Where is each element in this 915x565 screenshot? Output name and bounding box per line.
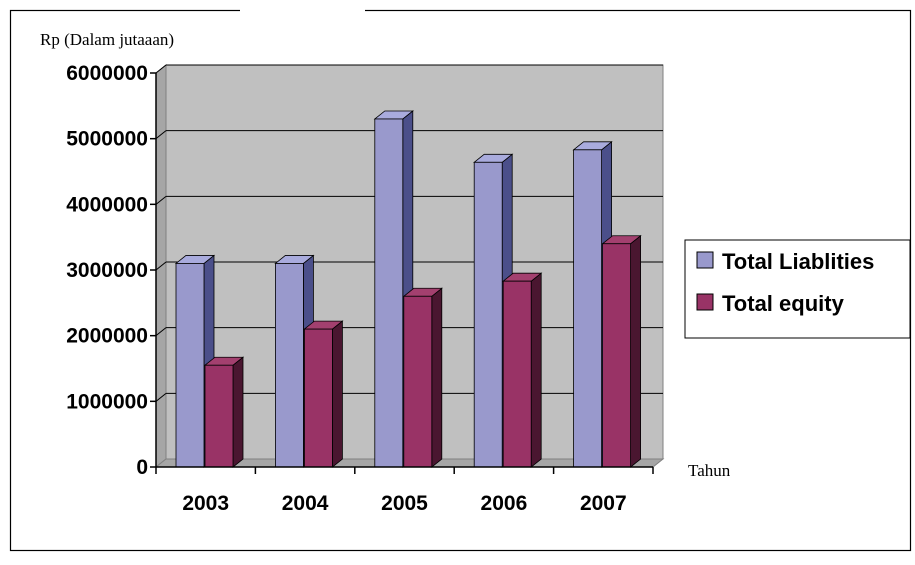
gridline-side xyxy=(155,130,167,140)
y-tick-label: 0 xyxy=(136,456,148,479)
x-axis-label: Tahun xyxy=(688,461,731,480)
bar-liabilities-2005 xyxy=(373,110,414,468)
x-tick-label: 2006 xyxy=(481,492,528,515)
bar-side-face xyxy=(630,234,641,468)
y-axis-ticks: 0 1000000 2000000 3000000 4000000 5000000 6000… xyxy=(66,62,156,479)
x-tick-label: 2003 xyxy=(182,492,229,515)
bar-equity-2007 xyxy=(601,234,642,468)
x-tick-label: 2004 xyxy=(282,492,329,515)
bar-front-face xyxy=(204,364,234,468)
gridline-side xyxy=(155,327,167,337)
bar-equity-2003 xyxy=(203,356,245,468)
x-tick-label: 2007 xyxy=(580,492,627,515)
legend-swatch xyxy=(696,293,714,311)
bar-front-face xyxy=(502,280,532,468)
bar-equity-2005 xyxy=(402,287,443,468)
legend-box xyxy=(684,239,911,339)
bar-side-face xyxy=(232,356,244,468)
bar-side-face xyxy=(331,320,343,468)
gridline-side xyxy=(155,195,167,205)
y-tick-label: 1000000 xyxy=(66,390,148,413)
bar-front-face xyxy=(274,263,304,468)
bar-front-face xyxy=(403,295,433,468)
bar-front-face xyxy=(175,263,205,468)
y-tick-label: 3000000 xyxy=(66,259,148,282)
legend-label: Total equity xyxy=(722,291,845,316)
legend-swatch xyxy=(696,251,714,269)
bar-equity-2004 xyxy=(303,320,344,468)
gridline-side xyxy=(155,261,167,271)
y-tick-label: 6000000 xyxy=(66,62,148,85)
bar-front-face xyxy=(473,161,503,468)
y-axis-label: Rp (Dalam jutaaan) xyxy=(40,30,174,49)
y-tick-label: 5000000 xyxy=(66,128,148,151)
x-axis-ticks: 2003 2004 2005 2006 2007 xyxy=(155,467,654,515)
gridline-side xyxy=(155,392,167,402)
y-tick-label: 2000000 xyxy=(66,325,148,348)
bar-liabilities-2007 xyxy=(572,140,613,468)
x-tick-label: 2005 xyxy=(381,492,428,515)
bar-front-face xyxy=(303,328,333,468)
bar-front-face xyxy=(602,243,631,468)
legend: Total Liablities Total equity xyxy=(696,249,874,316)
bar-front-face xyxy=(374,118,404,468)
legend-label: Total Liablities xyxy=(722,249,874,274)
bar-front-face xyxy=(573,149,602,468)
bar-side-face xyxy=(530,272,542,468)
bars xyxy=(174,110,642,468)
bar-side-face xyxy=(431,287,443,468)
gridline-side xyxy=(155,64,167,74)
y-tick-label: 4000000 xyxy=(66,193,148,216)
bar-equity-2006 xyxy=(502,272,543,468)
